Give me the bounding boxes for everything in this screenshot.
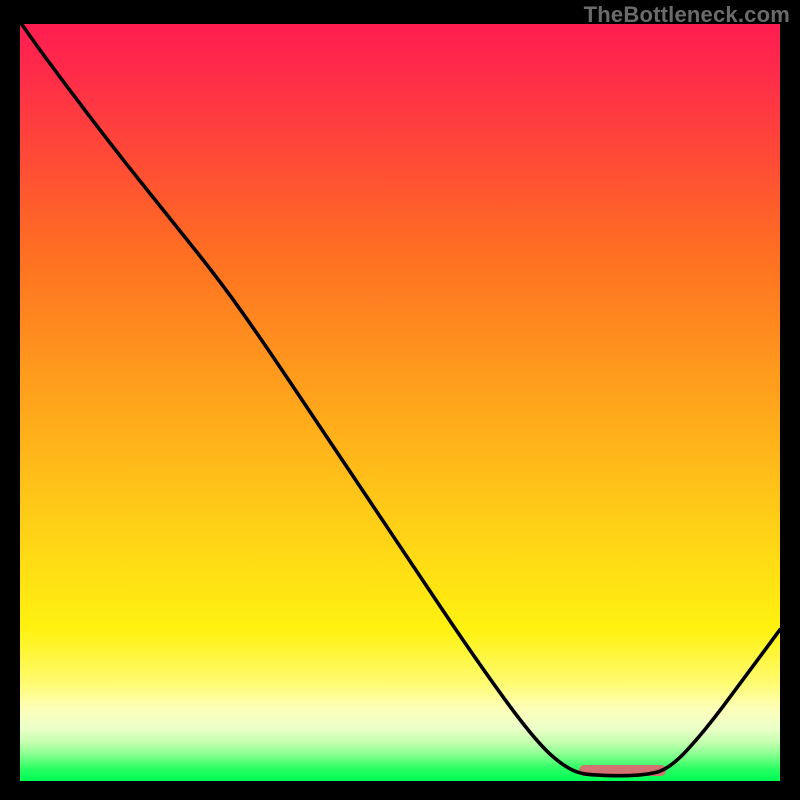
watermark-text: TheBottleneck.com — [584, 2, 790, 28]
bottleneck-curve — [20, 22, 780, 776]
plot-area — [20, 24, 780, 781]
curve-layer — [20, 24, 780, 781]
